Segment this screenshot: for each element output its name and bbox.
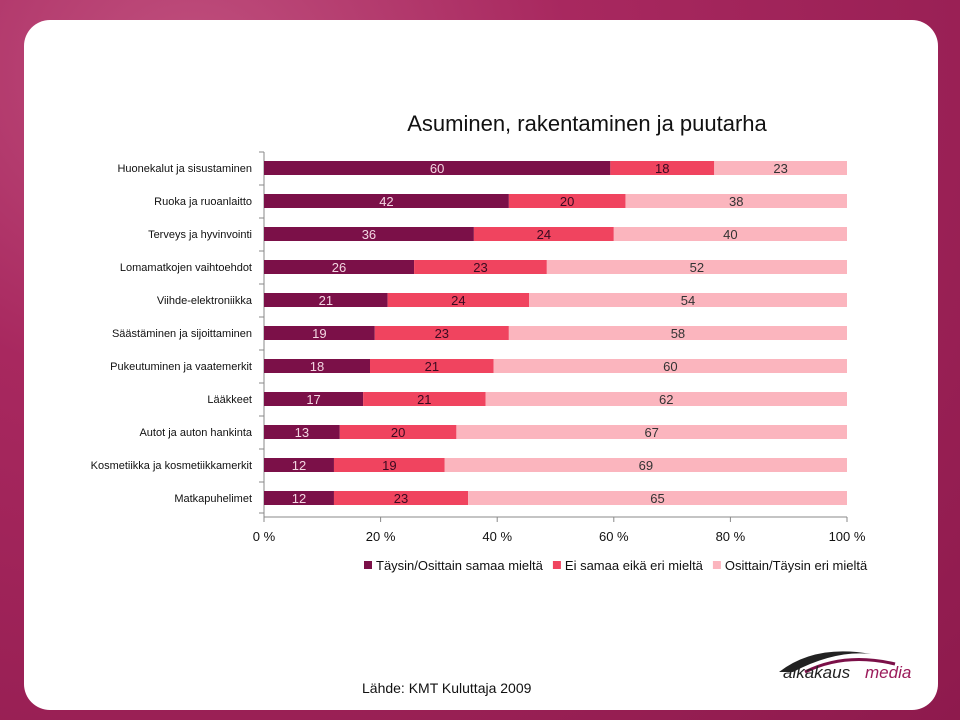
legend-label: Täysin/Osittain samaa mieltä [376, 558, 544, 573]
bar-segment [508, 194, 626, 208]
category-label: Säästäminen ja sijoittaminen [112, 328, 252, 340]
category-label: Autot ja auton hankinta [139, 427, 252, 439]
bar-segment [374, 326, 509, 340]
category-label: Matkapuhelimet [174, 493, 252, 505]
category-label: Ruoka ja ruoanlaitto [154, 196, 252, 208]
bar-segment [264, 260, 415, 274]
bar-segment [264, 458, 334, 472]
bar-segment [264, 194, 509, 208]
bar-segment [529, 293, 847, 307]
legend-swatch [364, 561, 372, 569]
source-text: Lähde: KMT Kuluttaja 2009 [362, 680, 532, 696]
category-label: Kosmetiikka ja kosmetiikkamerkit [91, 460, 252, 472]
data-label: 38 [729, 194, 743, 209]
bar-segment [264, 293, 388, 307]
bar-segment [493, 359, 847, 373]
bar-segment [625, 194, 847, 208]
data-label: 19 [312, 326, 326, 341]
data-label: 12 [292, 458, 306, 473]
data-label: 19 [382, 458, 396, 473]
bar-segment [333, 458, 445, 472]
category-label: Viihde-elektroniikka [157, 295, 253, 307]
data-label: 18 [310, 359, 324, 374]
x-tick-label: 80 % [716, 529, 746, 544]
legend-label: Osittain/Täysin eri mieltä [725, 558, 868, 573]
x-tick-label: 20 % [366, 529, 396, 544]
x-tick-label: 60 % [599, 529, 629, 544]
data-label: 21 [425, 359, 439, 374]
data-label: 18 [655, 161, 669, 176]
data-label: 36 [362, 227, 376, 242]
legend-swatch [712, 561, 721, 569]
bar-segment [387, 293, 529, 307]
data-label: 12 [292, 491, 306, 506]
data-label: 23 [394, 491, 408, 506]
bar-segment [473, 227, 614, 241]
aikakausmedia-logo: aikakaus media [779, 651, 911, 682]
x-tick-label: 100 % [829, 529, 866, 544]
category-label: Lomamatkojen vaihtoehdot [120, 262, 252, 274]
x-tick-label: 0 % [253, 529, 276, 544]
data-label: 40 [723, 227, 737, 242]
bar-segment [456, 425, 847, 439]
legend-swatch [552, 561, 561, 569]
bar-segment [264, 227, 474, 241]
data-label: 20 [560, 194, 574, 209]
category-label: Pukeutuminen ja vaatemerkit [110, 361, 252, 373]
data-label: 26 [332, 260, 346, 275]
bar-segment [508, 326, 847, 340]
data-label: 60 [430, 161, 444, 176]
bar-segment [339, 425, 457, 439]
data-label: 23 [473, 260, 487, 275]
data-label: 24 [451, 293, 465, 308]
data-label: 42 [379, 194, 393, 209]
bar-segment [333, 491, 469, 505]
svg-text:media: media [865, 663, 911, 682]
x-tick-label: 40 % [482, 529, 512, 544]
bar-segment [264, 425, 340, 439]
bar-segment [468, 491, 847, 505]
bar-segment [264, 491, 334, 505]
data-label: 20 [391, 425, 405, 440]
data-label: 23 [435, 326, 449, 341]
data-label: 24 [537, 227, 551, 242]
bar-segment [546, 260, 847, 274]
category-label: Huonekalut ja sisustaminen [117, 163, 252, 175]
data-label: 58 [671, 326, 685, 341]
data-label: 17 [306, 392, 320, 407]
data-label: 23 [773, 161, 787, 176]
bar-segment [414, 260, 547, 274]
bar-segment [714, 161, 847, 175]
bar-segment [264, 392, 364, 406]
data-label: 21 [417, 392, 431, 407]
bar-segment [613, 227, 847, 241]
svg-text:aikakaus: aikakaus [783, 663, 851, 682]
legend-label: Ei samaa eikä eri mieltä [565, 558, 704, 573]
category-label: Lääkkeet [207, 394, 252, 406]
bar-segment [444, 458, 847, 472]
bar-segment [370, 359, 494, 373]
data-label: 60 [663, 359, 677, 374]
bar-segment [264, 359, 370, 373]
data-label: 65 [650, 491, 664, 506]
data-label: 54 [681, 293, 695, 308]
data-label: 52 [690, 260, 704, 275]
data-label: 62 [659, 392, 673, 407]
data-label: 67 [644, 425, 658, 440]
chart-title: Asuminen, rakentaminen ja puutarha [407, 111, 767, 136]
bar-segment [610, 161, 715, 175]
data-label: 13 [295, 425, 309, 440]
bar-segment [363, 392, 486, 406]
data-label: 21 [319, 293, 333, 308]
bar-segment [264, 326, 375, 340]
bar-segment [485, 392, 847, 406]
data-label: 69 [639, 458, 653, 473]
bar-segment [264, 161, 611, 175]
category-label: Terveys ja hyvinvointi [148, 229, 252, 241]
